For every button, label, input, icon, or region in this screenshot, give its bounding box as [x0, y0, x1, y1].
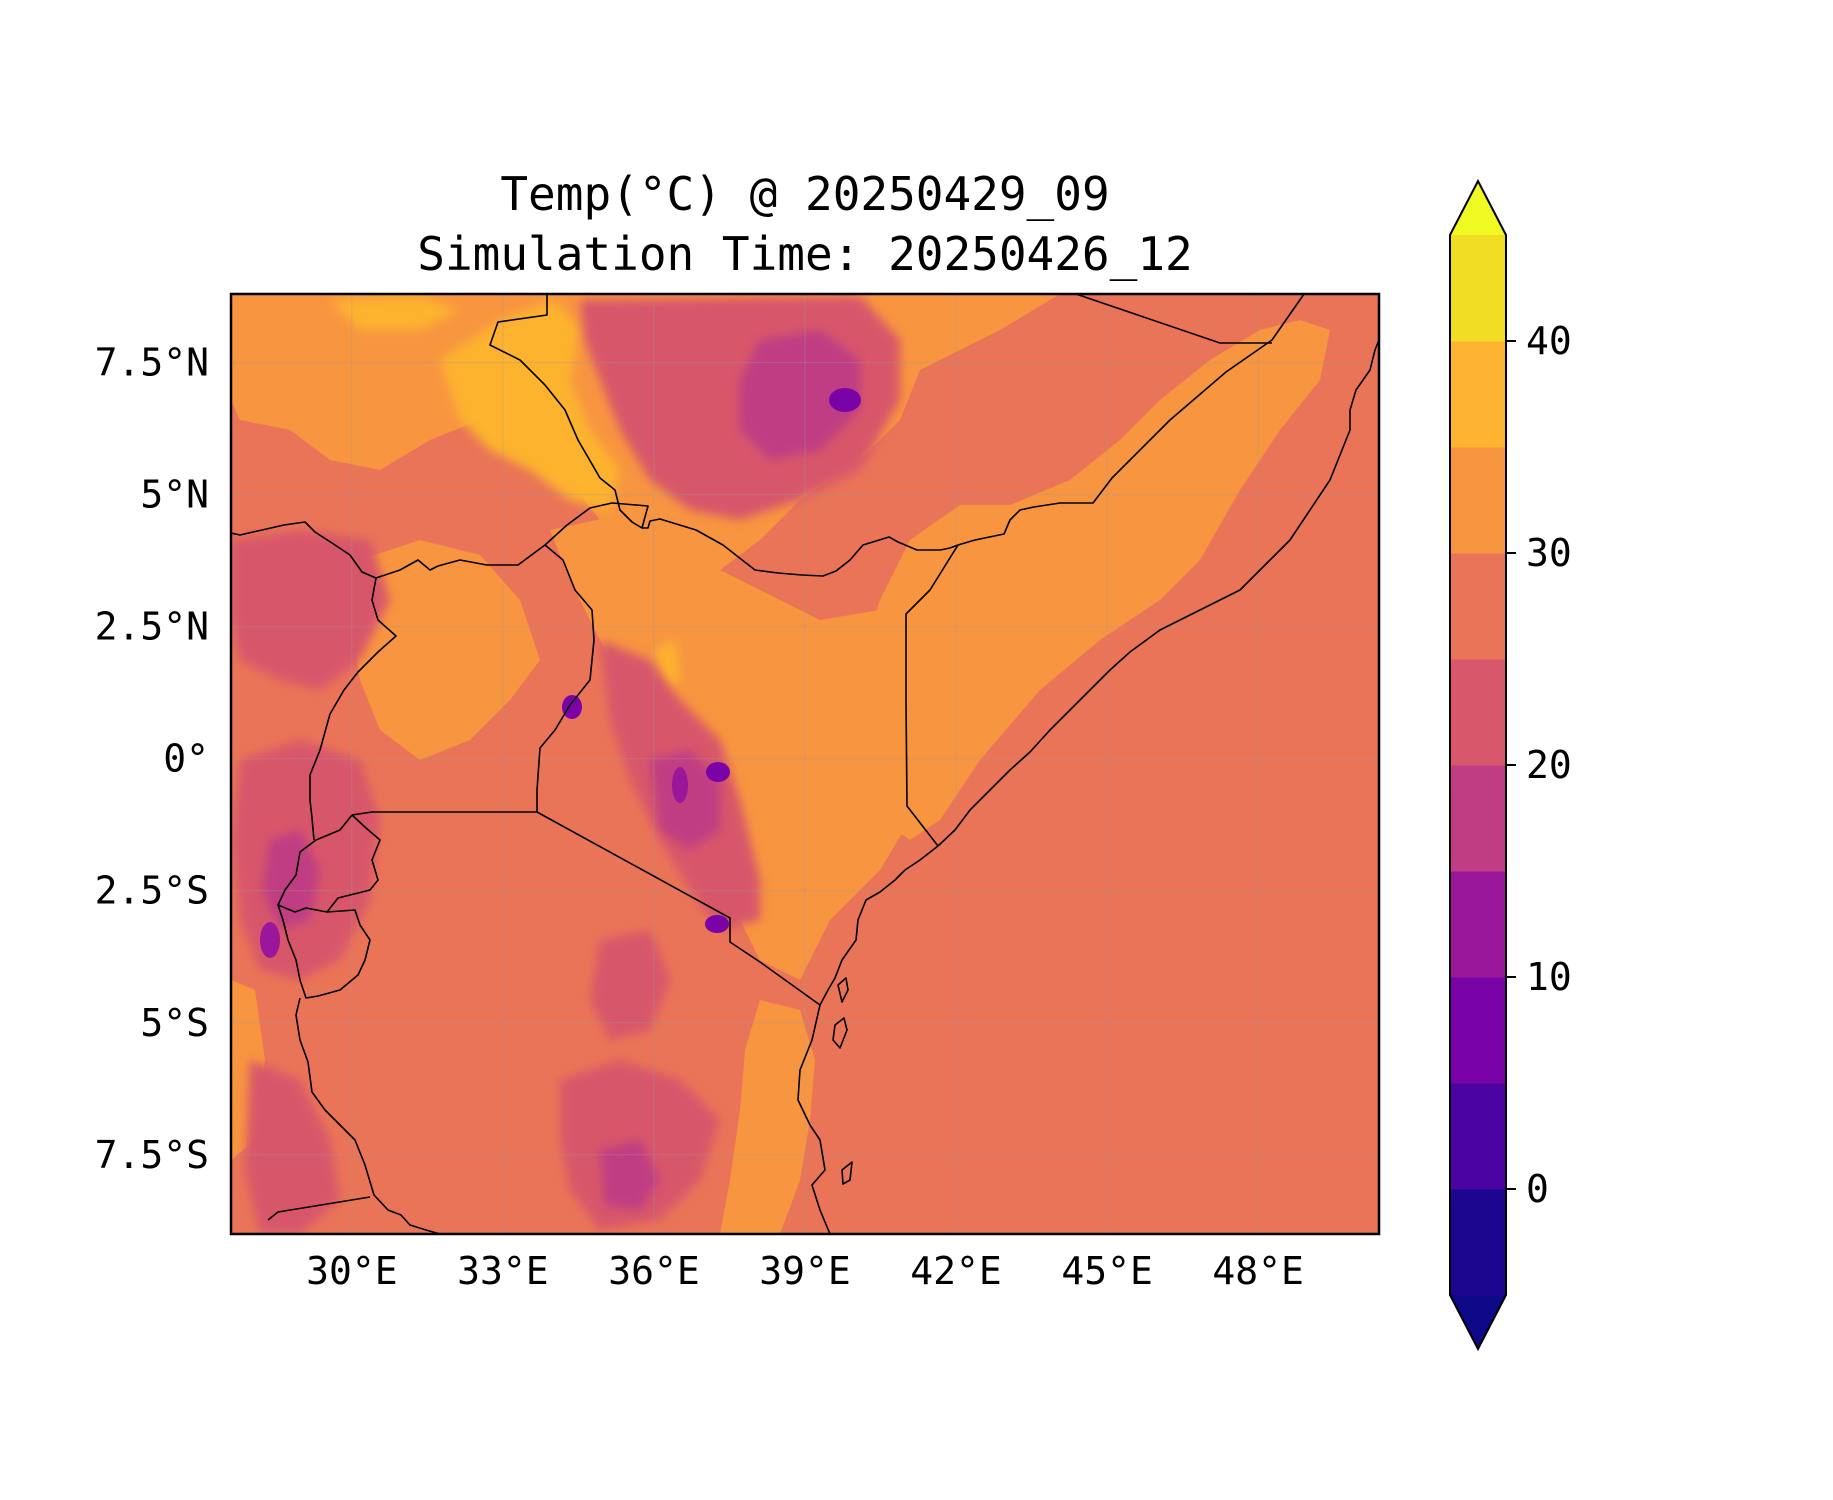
field-peak-mount-elgon: [562, 695, 582, 719]
y-tick-label: 2.5°N: [95, 605, 209, 649]
border-kenya-tanzania: [536, 811, 821, 1006]
title-line-1: Temp(°C) @ 20250429_09: [500, 167, 1109, 221]
colorbar: 0 10 20 30 40: [1449, 178, 1572, 1352]
field-band-20-25-drc: [231, 530, 390, 690]
zanzibar-island: [832, 1017, 848, 1049]
colorbar-tick-label: 20: [1526, 743, 1572, 787]
border-rwanda: [277, 814, 381, 913]
colorbar-segment: [1450, 341, 1506, 448]
y-tick-label: 5°S: [140, 1001, 209, 1045]
latitude-axis: 7.5°N 5°N 2.5°N 0° 2.5°S 5°S 7.5°S: [95, 341, 209, 1177]
field-band-30-35-kenya: [550, 515, 910, 980]
field-peak-ethiopia: [829, 388, 861, 412]
colorbar-segment: [1450, 447, 1506, 554]
border-kenya-somalia: [905, 544, 959, 847]
mafia-island: [841, 1161, 853, 1185]
border-burundi-tanzania: [277, 904, 371, 999]
y-tick-label: 2.5°S: [95, 869, 209, 913]
coastline-east-africa: [797, 1004, 831, 1234]
x-tick-label: 30°E: [306, 1249, 398, 1293]
border-uganda-kenya: [536, 639, 595, 812]
field-band-35-40-north: [330, 296, 460, 330]
y-tick-label: 5°N: [140, 473, 209, 517]
field-band-15-20-kenya: [650, 750, 720, 850]
field-band-30-35-horn: [860, 320, 1330, 840]
field-band-30-35-sudan-west: [350, 540, 540, 760]
field-peak-aberdares: [672, 767, 688, 803]
border-ethiopia-djibouti: [1075, 294, 1272, 344]
border-drc-tanzania: [295, 997, 441, 1234]
y-tick-label: 0°: [163, 737, 209, 781]
temperature-field: [231, 294, 1379, 1234]
field-band-15-20-ethiopia: [740, 330, 860, 460]
border-uganda-drc: [309, 577, 397, 841]
coastline-kenya-somalia: [937, 339, 1379, 847]
border-ethiopia-somalia: [957, 294, 1305, 546]
pemba-island: [837, 977, 849, 1003]
border-ethiopia-kenya: [642, 518, 959, 577]
map-gridlines: [231, 294, 1379, 1234]
colorbar-over-triangle: [1450, 181, 1506, 235]
coastline-kenya-south: [819, 845, 939, 1006]
colorbar-tick-label: 40: [1526, 319, 1572, 363]
colorbar-segment: [1450, 235, 1506, 342]
colorbar-segment: [1450, 765, 1506, 872]
colorbar-segment: [1450, 659, 1506, 766]
field-band-30-35-tz-coast: [720, 1000, 815, 1234]
colorbar-segment: [1450, 553, 1506, 660]
field-band-35-40-nile: [440, 300, 620, 510]
x-tick-label: 39°E: [759, 1249, 851, 1293]
field-band-20-25-tz-west: [245, 1060, 340, 1234]
y-tick-label: 7.5°N: [95, 341, 209, 385]
x-tick-label: 33°E: [457, 1249, 549, 1293]
field-peak-mount-kenya: [706, 762, 730, 782]
x-tick-label: 36°E: [608, 1249, 700, 1293]
map-frame: [229, 292, 1381, 1236]
border-zambia-tanzania: [267, 1196, 371, 1221]
field-peak-kilimanjaro: [705, 915, 729, 933]
field-peak-burundi: [260, 922, 280, 958]
field-band-35-40-spot: [655, 640, 680, 690]
longitude-axis: 30°E 33°E 36°E 39°E 42°E 45°E 48°E: [306, 1249, 1304, 1293]
x-tick-label: 42°E: [910, 1249, 1002, 1293]
colorbar-segment: [1450, 871, 1506, 978]
y-tick-label: 7.5°S: [95, 1133, 209, 1177]
x-tick-label: 48°E: [1212, 1249, 1304, 1293]
field-band-20-25-tz-north: [590, 930, 670, 1040]
colorbar-under-triangle: [1450, 1295, 1506, 1349]
colorbar-outline: [1449, 178, 1507, 1352]
colorbar-tick-label: 30: [1526, 531, 1572, 575]
colorbar-segment: [1450, 1083, 1506, 1190]
field-band-15-20-rwanda: [262, 830, 320, 930]
border-south-sudan-uganda: [544, 544, 595, 641]
field-band-15-20-tz: [600, 1140, 660, 1210]
x-tick-label: 45°E: [1061, 1249, 1153, 1293]
border-uganda-tanzania: [351, 811, 537, 816]
colorbar-segment: [1450, 1189, 1506, 1296]
colorbar-tick-label: 10: [1526, 955, 1572, 999]
country-borders: [231, 294, 1379, 1234]
colorbar-tick-label: 0: [1526, 1167, 1549, 1211]
title-line-2: Simulation Time: 20250426_12: [417, 227, 1192, 281]
colorbar-segment: [1450, 977, 1506, 1084]
